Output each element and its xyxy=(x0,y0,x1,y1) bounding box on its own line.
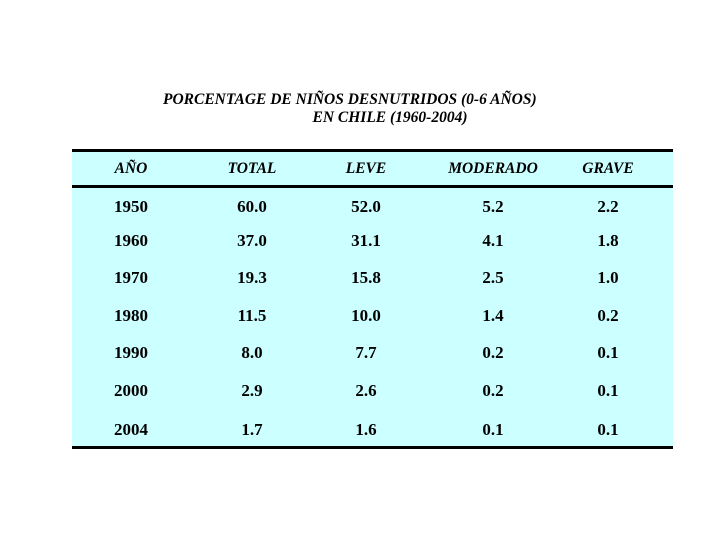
cell-year: 2000 xyxy=(114,381,148,400)
cell-moderado: 0.1 xyxy=(482,420,504,439)
title-line-2: EN CHILE (1960-2004) xyxy=(312,109,468,126)
cell-moderado: 2.5 xyxy=(482,268,504,287)
cell-total: 8.0 xyxy=(241,343,263,362)
cell-year: 1990 xyxy=(114,343,148,362)
cell-leve: 7.7 xyxy=(355,343,377,362)
column-header-grave: GRAVE xyxy=(582,160,634,177)
column-header-year: AÑO xyxy=(114,160,148,177)
cell-leve: 1.6 xyxy=(355,420,377,439)
cell-grave: 2.2 xyxy=(597,197,619,216)
column-header-leve: LEVE xyxy=(345,160,387,177)
cell-leve: 10.0 xyxy=(351,306,381,325)
cell-year: 1980 xyxy=(114,306,148,325)
cell-leve: 52.0 xyxy=(351,197,381,216)
cell-grave: 0.2 xyxy=(597,306,619,325)
cell-leve: 2.6 xyxy=(355,381,377,400)
cell-year: 1960 xyxy=(114,231,148,250)
cell-grave: 0.1 xyxy=(597,420,619,439)
cell-total: 2.9 xyxy=(241,381,263,400)
cell-leve: 31.1 xyxy=(351,231,381,250)
cell-total: 19.3 xyxy=(237,268,267,287)
cell-grave: 1.8 xyxy=(597,231,619,250)
cell-moderado: 4.1 xyxy=(482,231,504,250)
cell-moderado: 1.4 xyxy=(482,306,504,325)
cell-leve: 15.8 xyxy=(351,268,381,287)
cell-total: 37.0 xyxy=(237,231,267,250)
cell-grave: 0.1 xyxy=(597,381,619,400)
cell-moderado: 5.2 xyxy=(482,197,504,216)
cell-grave: 0.1 xyxy=(597,343,619,362)
header-divider xyxy=(72,185,673,188)
column-header-total: TOTAL xyxy=(227,160,277,177)
data-table xyxy=(72,149,673,449)
cell-year: 2004 xyxy=(114,420,148,439)
cell-moderado: 0.2 xyxy=(482,343,504,362)
cell-year: 1950 xyxy=(114,197,148,216)
title-line-1: PORCENTAGE DE NIÑOS DESNUTRIDOS (0-6 AÑO… xyxy=(163,91,537,108)
cell-moderado: 0.2 xyxy=(482,381,504,400)
cell-grave: 1.0 xyxy=(597,268,619,287)
cell-total: 60.0 xyxy=(237,197,267,216)
cell-total: 1.7 xyxy=(241,420,263,439)
cell-total: 11.5 xyxy=(237,306,267,325)
cell-year: 1970 xyxy=(114,268,148,287)
column-header-moderado: MODERADO xyxy=(448,160,538,177)
